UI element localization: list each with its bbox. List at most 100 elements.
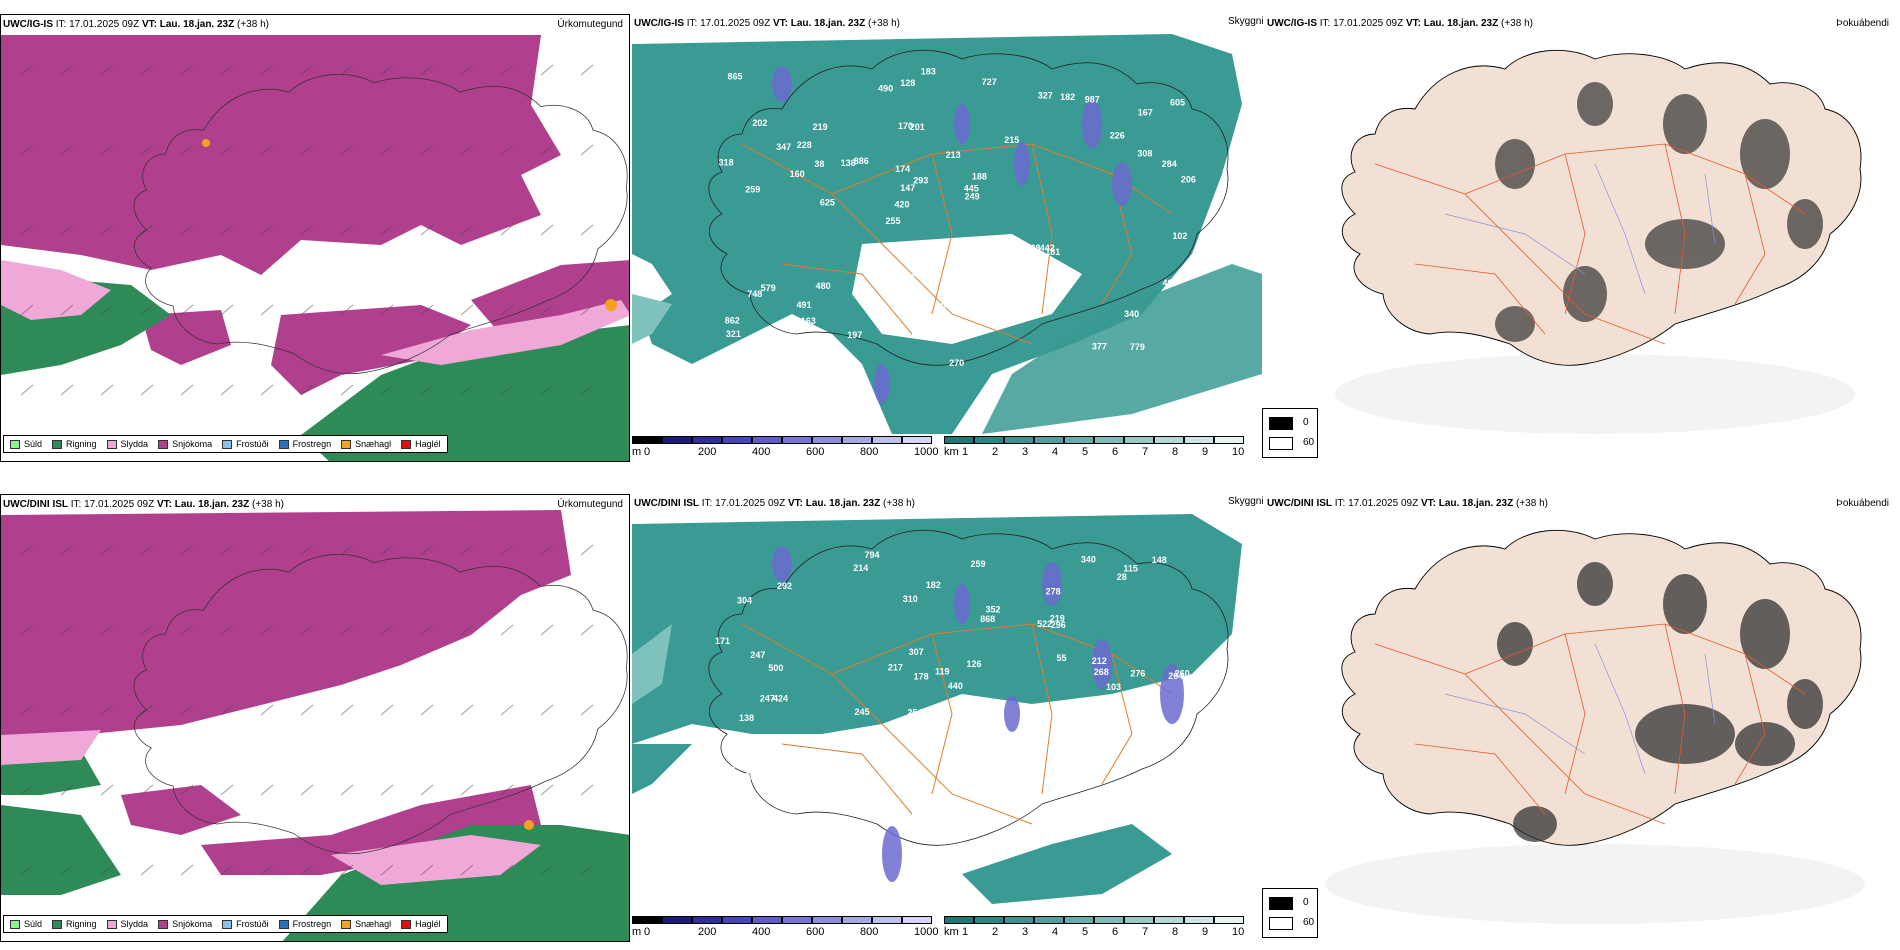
panel-title: UWC/DINI ISL IT: 17.01.2025 09Z VT: Lau.…	[3, 499, 284, 510]
peak-label: 214	[853, 563, 868, 573]
peak-label: 163	[801, 316, 816, 326]
peak-label: 868	[980, 614, 995, 624]
peak-label: 307	[909, 647, 924, 657]
fog-panel-2: UWC/DINI ISL IT: 17.01.2025 09Z VT: Lau.…	[1265, 494, 1895, 942]
colorbar-tick: 800	[860, 926, 879, 938]
peak-label: 440	[948, 681, 963, 691]
colorbar-tick: 600	[806, 926, 825, 938]
legend-item-1: Rigning	[52, 439, 97, 449]
peak-label: 605	[1170, 97, 1185, 107]
peak-label: 276	[1130, 669, 1145, 679]
legend-swatch	[222, 439, 233, 449]
peak-label: 245	[855, 707, 870, 717]
fog-label: Þokuábendi	[1836, 498, 1889, 509]
colorbar-tick: 0	[644, 926, 651, 938]
peak-label: 103	[1106, 682, 1121, 692]
colorbar-segment	[632, 916, 662, 924]
peak-label: 304	[737, 595, 752, 605]
peak-label: 987	[1085, 95, 1100, 105]
legend-label: Haglél	[415, 439, 441, 449]
peak-label: 309	[1105, 795, 1120, 805]
legend-swatch	[10, 439, 20, 449]
peak-label: 359	[745, 772, 760, 782]
colorbar-tick: 2	[992, 926, 999, 938]
peak-label: 491	[797, 300, 812, 310]
peak-label: 166	[1106, 810, 1121, 820]
peak-label: 201	[910, 122, 925, 132]
colorbar-segment	[782, 436, 812, 444]
peak-label: 278	[1046, 587, 1061, 597]
precip-type-label: Úrkomutegund	[557, 499, 623, 510]
peak-label: 321	[901, 273, 916, 283]
height-colorbar: m 0 200 400 600 800 1000	[632, 916, 938, 942]
colorbar-segment	[722, 916, 752, 924]
fog-legend-label-0: 0	[1303, 897, 1309, 908]
colorbar-tick: 400	[752, 446, 771, 458]
legend-item-0: Súld	[10, 919, 42, 929]
fog-legend-swatch-60	[1269, 917, 1293, 930]
peak-label: 424	[773, 693, 788, 703]
precip-type-map-1	[1, 15, 629, 461]
peak-label: 213	[720, 765, 735, 775]
colorbar-tick: 400	[752, 926, 771, 938]
peak-label: 254	[907, 707, 922, 717]
legend-item-7: Haglél	[401, 919, 441, 929]
peak-label: 625	[820, 198, 835, 208]
peak-label: 210	[766, 351, 781, 361]
height-colorbar: m 0 200 400 600 800 1000	[632, 436, 938, 462]
colorbar-segment	[1064, 916, 1094, 924]
peak-label: 259	[971, 559, 986, 569]
legend-item-7: Haglél	[401, 439, 441, 449]
colorbar-segment	[1154, 436, 1184, 444]
peak-label: 399	[812, 779, 827, 789]
peak-label: 327	[1038, 91, 1053, 101]
peak-label: 147	[900, 183, 915, 193]
peak-label: 259	[745, 184, 760, 194]
visibility-colorbar: km 1 2 3 4 5 6 7 8 9 10	[944, 916, 1244, 942]
legend-label: Frostregn	[292, 439, 332, 449]
peak-label: 160	[790, 169, 805, 179]
legend-swatch	[52, 919, 63, 929]
peak-label: 293	[913, 175, 928, 185]
peak-label: 217	[895, 303, 910, 313]
legend-item-5: Frostregn	[278, 439, 332, 449]
peak-label: 148	[1152, 555, 1167, 565]
peak-label: 238	[971, 844, 986, 854]
peak-label: 310	[903, 594, 918, 604]
peak-label: 245	[1021, 260, 1036, 270]
peak-label: 206	[1181, 175, 1196, 185]
peak-label: 174	[895, 164, 910, 174]
peak-label: 370	[913, 797, 928, 807]
colorbar-segment	[944, 436, 974, 444]
colorbar-segment	[752, 436, 782, 444]
colorbar-segment	[1154, 916, 1184, 924]
panel-title: UWC/IG-IS IT: 17.01.2025 09Z VT: Lau. 18…	[3, 19, 269, 30]
peak-label: 325	[1017, 835, 1032, 845]
legend-item-4: Frostúði	[222, 439, 269, 449]
peak-label: 727	[982, 77, 997, 87]
peak-label: 212	[1092, 656, 1107, 666]
colorbar-segment	[974, 916, 1004, 924]
peak-label: 321	[983, 843, 998, 853]
legend-swatch	[341, 919, 352, 929]
colorbar-segment	[1184, 436, 1214, 444]
colorbar-tick: 10	[1232, 446, 1245, 458]
peak-label: 226	[1110, 130, 1125, 140]
visibility-panel-2: 794 278 204 254 299 424 304 522 138 868 440 412 214 2…	[632, 494, 1262, 942]
peak-label: 368	[814, 338, 829, 348]
colorbar-tick: 8	[1172, 446, 1179, 458]
fog-legend-swatch-0	[1269, 417, 1293, 430]
colorbar-tick: 1	[962, 926, 969, 938]
peak-label: 630	[811, 751, 826, 761]
legend-item-3: Snjókoma	[158, 919, 212, 929]
colorbar-segment	[902, 436, 932, 444]
peak-label: 119	[935, 667, 950, 677]
peak-label: 579	[761, 283, 776, 293]
peak-label: 163	[960, 702, 975, 712]
peak-label: 886	[854, 156, 869, 166]
peak-label: 215	[1004, 135, 1019, 145]
colorbar-tick: 2	[992, 446, 999, 458]
peak-label: 126	[967, 659, 982, 669]
peak-label: 330	[1009, 245, 1024, 255]
peak-label: 55	[1057, 653, 1067, 663]
